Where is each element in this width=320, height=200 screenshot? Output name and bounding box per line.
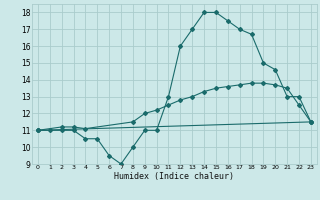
X-axis label: Humidex (Indice chaleur): Humidex (Indice chaleur) xyxy=(115,172,234,181)
